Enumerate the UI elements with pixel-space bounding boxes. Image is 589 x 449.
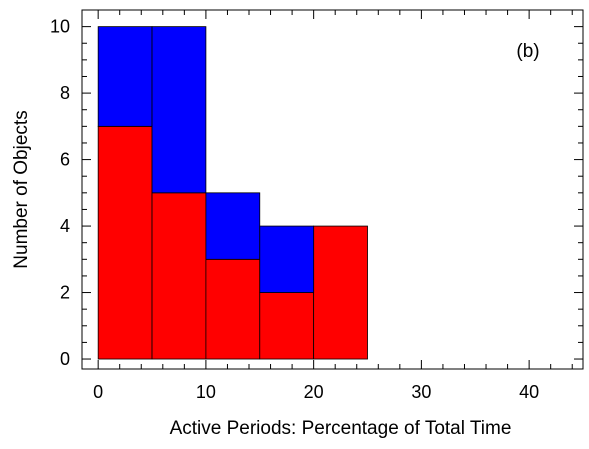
bar-series2-bin2 xyxy=(151,26,207,194)
bar-series2-bin4 xyxy=(259,225,315,293)
x-tick-label: 10 xyxy=(196,382,216,402)
x-tick-label: 30 xyxy=(411,382,431,402)
x-axis-title: Active Periods: Percentage of Total Time xyxy=(170,418,512,439)
y-tick-label: 8 xyxy=(60,83,70,103)
bar-series1-bin2 xyxy=(151,192,207,360)
x-tick-label: 20 xyxy=(304,382,324,402)
y-tick-label: 6 xyxy=(60,150,70,170)
bar-series1-bin3 xyxy=(205,258,261,360)
y-tick-label: 4 xyxy=(60,216,70,236)
plot-frame xyxy=(81,9,584,370)
x-tick-label: 40 xyxy=(519,382,539,402)
bar-series1-bin1 xyxy=(97,125,153,360)
y-tick-label: 10 xyxy=(50,17,70,37)
y-tick-label: 0 xyxy=(60,349,70,369)
panel-annotation: (b) xyxy=(516,41,539,62)
bar-series1-bin4 xyxy=(259,292,315,360)
x-tick-label: 0 xyxy=(93,382,103,402)
bars-group xyxy=(97,26,368,360)
bar-series2-bin1 xyxy=(97,26,153,127)
bar-series2-bin3 xyxy=(205,192,261,260)
y-axis-title: Number of Objects xyxy=(11,110,32,268)
ticks-group: 0 10 20 30 40 0 2 4 6 8 10 xyxy=(50,9,583,402)
y-tick-label: 2 xyxy=(60,283,70,303)
bar-series1-bin5 xyxy=(313,225,368,360)
